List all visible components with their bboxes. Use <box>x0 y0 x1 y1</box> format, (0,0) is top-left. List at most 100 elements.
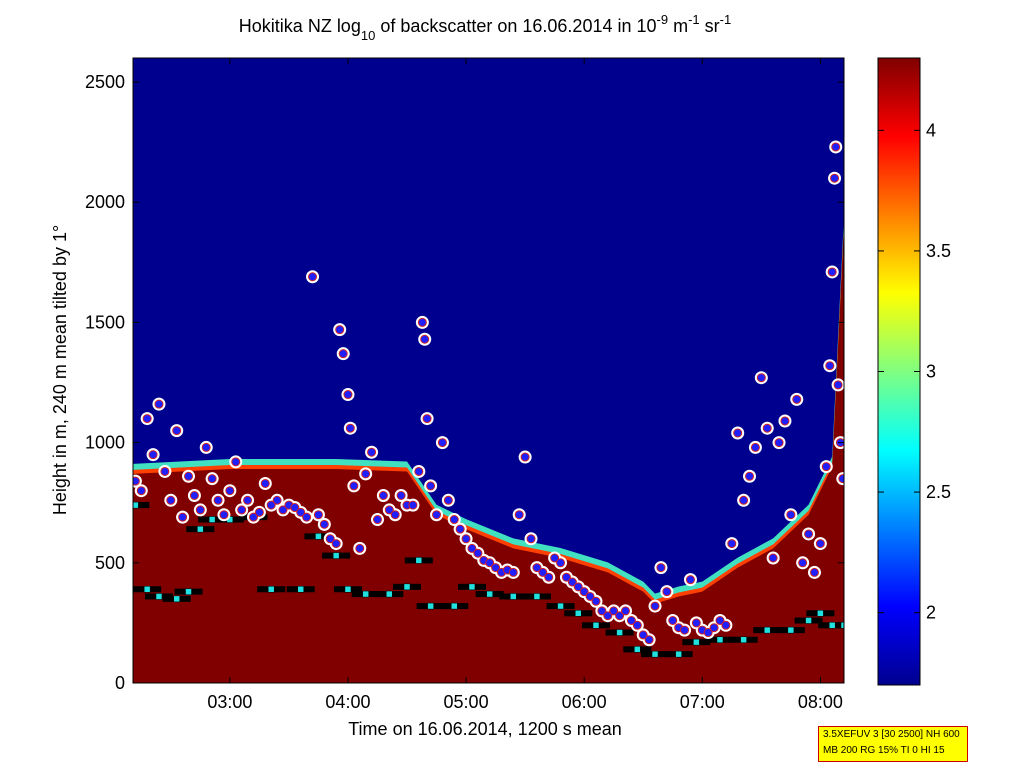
cloud-base-point <box>355 543 365 553</box>
cloud-base-point <box>296 507 306 517</box>
plot-frame <box>132 57 845 684</box>
cloud-base-point <box>556 558 566 568</box>
cloud-base-point <box>133 476 140 486</box>
cloud-base-point <box>786 510 796 520</box>
mixing-layer-marker <box>533 593 541 600</box>
x-tick-label: 07:00 <box>680 692 725 712</box>
mixing-layer-marker <box>332 552 340 559</box>
mixing-layer-marker <box>716 636 724 643</box>
y-axis: 0 500 1000 1500 2000 2500 <box>85 72 844 693</box>
cloud-base-point <box>774 438 784 448</box>
cloud-base-point <box>302 512 312 522</box>
cloud-base-point <box>335 325 345 335</box>
cloud-base-point <box>408 500 418 510</box>
mixing-layer-marker <box>616 629 623 636</box>
cloud-base-point <box>172 426 182 436</box>
mixing-layer-marker <box>450 602 458 610</box>
mixing-layer-marker <box>415 557 423 564</box>
cloud-base-point <box>384 505 394 515</box>
mixing-layer-marker <box>828 622 836 629</box>
cloud-base-point <box>632 620 642 630</box>
y-tick-label: 500 <box>95 553 125 573</box>
cloud-base-point <box>237 505 247 515</box>
x-tick-label: 08:00 <box>798 692 843 712</box>
cloud-base-point <box>750 442 760 452</box>
cloud-base-point <box>603 611 613 621</box>
colorbar-gradient <box>877 57 921 686</box>
cloud-base-point <box>225 486 235 496</box>
cloud-base-point <box>615 611 625 621</box>
mixing-layer-marker <box>592 622 600 629</box>
mixing-layer-marker <box>362 590 369 598</box>
backscatter-heatmap <box>133 216 844 683</box>
mixing-layer-marker <box>675 650 682 658</box>
cloud-base-point <box>148 450 158 460</box>
cloud-base-point <box>609 606 619 616</box>
mixing-layer-marker <box>197 525 204 533</box>
colorbar-tick-label: 3.5 <box>926 241 951 261</box>
cloud-base-point <box>319 519 329 529</box>
cloud-base-point <box>178 512 188 522</box>
colorbar: 2 2.5 3 3.5 4 <box>877 57 951 686</box>
cloud-base-series <box>133 140 844 647</box>
cloud-base-point <box>219 510 229 520</box>
cloud-base-point <box>345 423 355 433</box>
cloud-base-point <box>136 486 146 496</box>
mixing-layer-marker <box>486 590 493 598</box>
mixing-layer-marker <box>817 610 824 617</box>
mixing-layer-marker <box>344 586 352 593</box>
cloud-base-point <box>195 505 205 515</box>
cloud-base-point <box>585 591 595 601</box>
y-tick-label: 0 <box>115 673 125 693</box>
cloud-base-point <box>367 447 377 457</box>
mixing-layer-marker <box>575 610 582 617</box>
cloud-base-point <box>798 558 808 568</box>
cloud-base-point <box>331 539 341 549</box>
cloud-base-point <box>473 548 483 558</box>
cloud-base-point <box>313 510 323 520</box>
cloud-base-point <box>432 510 442 520</box>
cloud-base-point <box>260 478 270 488</box>
mixing-layer-marker <box>173 595 180 603</box>
cloud-base-point <box>733 428 743 438</box>
cloud-base-point <box>668 616 678 625</box>
cloud-base-point <box>437 438 447 448</box>
cloud-base-point <box>508 567 518 577</box>
cloud-base-point <box>579 587 589 597</box>
y-tick-label: 2500 <box>85 72 125 92</box>
cloud-base-point <box>691 618 701 628</box>
cloud-base-point <box>825 361 835 371</box>
mixing-layer-series <box>133 501 844 658</box>
cloud-base-point <box>207 474 217 484</box>
cloud-base-point <box>709 623 719 633</box>
y-axis-label: Height in m, 240 m mean tilted by 1° <box>50 225 70 515</box>
mixing-layer-marker <box>468 583 476 591</box>
info-line-2: MB 200 RG 15% TI 0 HI 15 <box>823 745 945 756</box>
x-axis-label: Time on 16.06.2014, 1200 s mean <box>348 719 622 739</box>
mixing-layer-marker <box>185 588 192 595</box>
cloud-base-point <box>243 495 253 505</box>
cloud-base-point <box>833 380 843 390</box>
cloud-base-point <box>838 474 844 484</box>
cloud-base-point <box>266 500 276 510</box>
mixing-layer-marker <box>386 590 393 598</box>
cloud-base-point <box>650 601 660 611</box>
mixing-layer-marker <box>840 622 844 629</box>
cloud-base-point <box>390 510 400 520</box>
chart-title: Hokitika NZ log10 of backscatter on 16.0… <box>239 12 731 43</box>
cloud-base-point <box>532 563 542 573</box>
cloud-base-point <box>685 575 695 585</box>
cloud-base-point <box>561 572 571 582</box>
cloud-base-point <box>467 543 477 553</box>
cloud-base-point <box>461 534 471 544</box>
cloud-base-point <box>638 630 648 640</box>
cloud-base-point <box>213 495 223 505</box>
mixing-layer-marker <box>133 501 139 509</box>
y-tick-label: 1500 <box>85 312 125 332</box>
cloud-base-point <box>491 563 501 573</box>
cloud-base-point <box>443 495 453 505</box>
cloud-base-point <box>644 635 654 645</box>
cloud-base-point <box>308 272 318 282</box>
cloud-base-point <box>349 481 359 491</box>
cloud-base-point <box>372 515 382 525</box>
